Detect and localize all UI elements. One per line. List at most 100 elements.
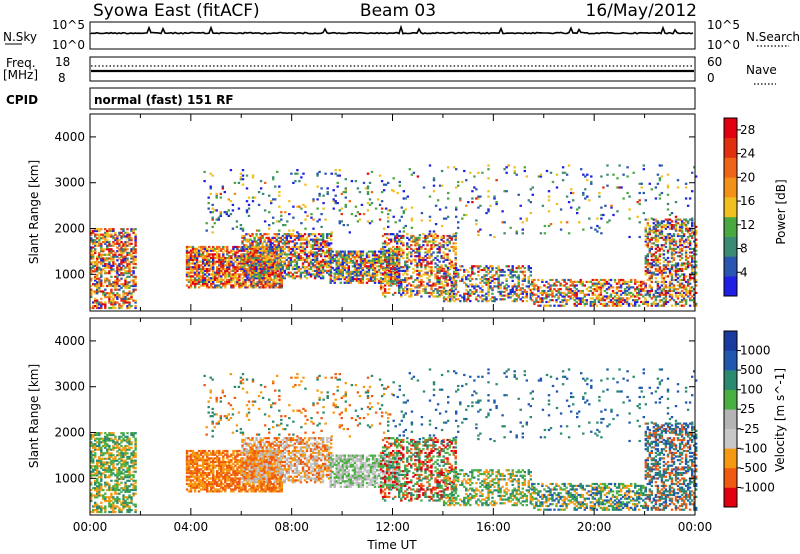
echo-cell <box>116 250 119 253</box>
echo-cell <box>92 257 95 260</box>
echo-cell <box>477 294 480 297</box>
echo-cell <box>110 251 113 255</box>
echo-cell <box>293 238 297 241</box>
echo-cell <box>323 242 327 245</box>
echo-cell <box>267 266 270 269</box>
echo-cell <box>609 293 613 296</box>
echo-cell <box>373 276 377 279</box>
echo-cell <box>359 263 363 266</box>
echo-cell <box>607 282 611 285</box>
echo-cell <box>339 263 342 266</box>
echo-cell <box>347 256 350 259</box>
echo-cell <box>581 291 584 294</box>
echo-cell <box>491 287 494 290</box>
echo-cell <box>483 268 486 272</box>
echo-cell <box>678 238 682 241</box>
echo-cell <box>335 263 338 266</box>
echo-cell <box>257 256 260 260</box>
echo-cell <box>597 288 601 291</box>
echo-cell <box>201 284 205 287</box>
echo-cell <box>224 256 227 260</box>
echo-cell <box>116 281 119 284</box>
echo-cell <box>297 255 301 258</box>
echo-cell <box>343 281 346 284</box>
echo-cell <box>549 304 552 307</box>
echo-cell <box>193 282 197 285</box>
echo-cell <box>116 240 119 244</box>
echo-cell <box>289 260 293 263</box>
echo-cell <box>632 286 635 289</box>
echo-cell <box>539 299 542 302</box>
echo-cell <box>557 295 560 298</box>
echo-cell <box>241 229 245 232</box>
echo-cell <box>324 218 327 221</box>
echo-cell <box>686 295 690 298</box>
echo-cell <box>104 292 107 295</box>
echo-cell <box>577 289 580 293</box>
echo-cell <box>304 183 307 186</box>
echo-cell <box>668 299 672 302</box>
echo-cell <box>650 242 653 245</box>
echo-cell <box>670 267 674 271</box>
echo-cell <box>383 256 387 259</box>
echo-cell <box>517 265 520 268</box>
echo-cell <box>241 277 244 280</box>
echo-cell <box>333 259 336 262</box>
echo-cell <box>461 278 464 281</box>
echo-cell <box>373 272 377 275</box>
echo-cell <box>662 224 666 227</box>
echo-cell <box>599 284 603 287</box>
echo-cell <box>270 282 273 285</box>
echo-cell <box>646 278 649 282</box>
echo-cell <box>341 267 344 270</box>
echo-cell <box>463 296 466 299</box>
echo-cell <box>326 192 329 195</box>
echo-cell <box>640 286 643 289</box>
echo-cell <box>250 286 253 289</box>
echo-cell <box>670 289 674 293</box>
echo-cell <box>475 265 478 268</box>
echo-cell <box>682 288 686 291</box>
echo-cell <box>195 282 199 285</box>
echo-cell <box>252 253 255 256</box>
echo-cell <box>189 275 193 278</box>
echo-cell <box>351 254 355 257</box>
echo-cell <box>257 236 260 239</box>
echo-cell <box>347 261 350 264</box>
echo-cell <box>263 220 267 223</box>
echo-cell <box>563 304 566 307</box>
echo-cell <box>216 267 219 271</box>
echo-cell <box>228 273 231 276</box>
echo-cell <box>680 293 684 296</box>
echo-cell <box>686 222 690 225</box>
echo-cell <box>276 286 279 289</box>
echo-cell <box>676 264 680 267</box>
echo-cell <box>90 251 93 255</box>
echo-cell <box>455 279 458 282</box>
echo-cell <box>98 283 101 286</box>
echo-cell <box>695 242 698 245</box>
echo-cell <box>257 229 261 232</box>
echo-cell <box>122 284 125 288</box>
echo-cell <box>208 269 211 272</box>
echo-cell <box>678 249 682 252</box>
echo-cell <box>672 258 676 261</box>
echo-cell <box>418 262 421 265</box>
echo-cell <box>118 262 121 266</box>
echo-cell <box>416 247 419 250</box>
echo-cell <box>623 288 627 291</box>
echo-cell <box>199 284 203 287</box>
echo-cell <box>108 244 111 247</box>
echo-cell <box>199 278 203 282</box>
echo-cell <box>642 289 645 293</box>
echo-cell <box>513 300 516 303</box>
echo-cell <box>210 278 213 282</box>
echo-cell <box>124 281 127 284</box>
echo-cell <box>381 280 385 283</box>
echo-cell <box>243 264 246 267</box>
echo-cell <box>112 242 115 245</box>
echo-cell <box>465 278 468 281</box>
echo-cell <box>288 200 291 203</box>
echo-cell <box>316 172 319 175</box>
echo-cell <box>272 247 275 250</box>
